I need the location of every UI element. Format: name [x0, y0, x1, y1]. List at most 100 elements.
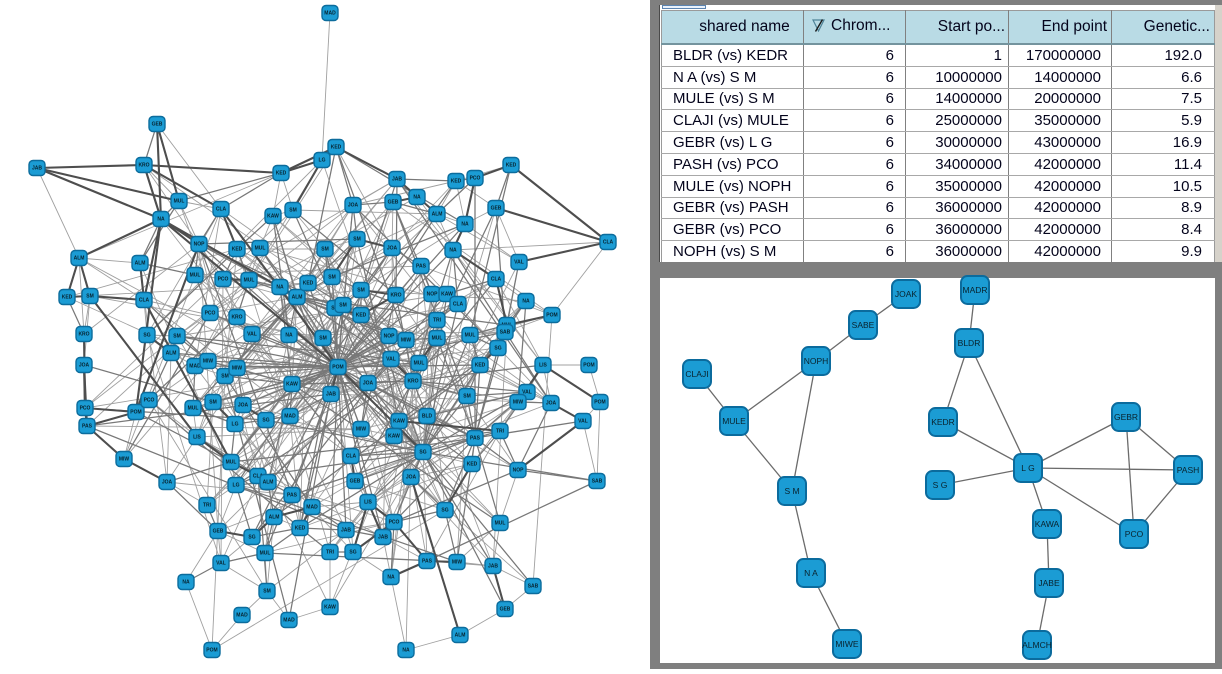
svg-text:MUL: MUL	[255, 246, 266, 252]
svg-text:MUL: MUL	[260, 551, 271, 557]
svg-text:ALM: ALM	[263, 480, 274, 486]
svg-text:SM: SM	[86, 294, 94, 300]
svg-text:SG: SG	[143, 333, 150, 339]
svg-text:MIWE: MIWE	[835, 639, 858, 649]
svg-text:MIW: MIW	[203, 359, 214, 365]
svg-text:ALM: ALM	[432, 212, 443, 218]
svg-text:MAD: MAD	[283, 618, 295, 624]
svg-text:POM: POM	[546, 313, 557, 319]
svg-text:POM: POM	[594, 400, 605, 406]
svg-text:MAD: MAD	[324, 11, 336, 17]
svg-text:VAL: VAL	[386, 357, 396, 363]
svg-text:GEB: GEB	[500, 607, 511, 613]
svg-text:SG: SG	[248, 535, 255, 541]
svg-text:MAD: MAD	[306, 505, 318, 511]
svg-text:MADR: MADR	[962, 285, 987, 295]
svg-text:NA: NA	[461, 222, 469, 228]
svg-text:SM: SM	[353, 237, 361, 243]
svg-text:MUL: MUL	[188, 406, 199, 412]
svg-text:SM: SM	[463, 394, 471, 400]
svg-text:JOAK: JOAK	[895, 289, 918, 299]
svg-text:NA: NA	[157, 217, 165, 223]
svg-text:MUL: MUL	[432, 336, 443, 342]
svg-text:MUL: MUL	[226, 460, 237, 466]
svg-text:JOA: JOA	[79, 363, 90, 369]
svg-text:MIW: MIW	[513, 400, 524, 406]
svg-text:JAB: JAB	[378, 535, 388, 541]
svg-text:MIW: MIW	[356, 427, 367, 433]
svg-text:PAS: PAS	[416, 264, 427, 270]
svg-text:GEB: GEB	[152, 122, 163, 128]
svg-text:SM: SM	[221, 374, 229, 380]
svg-text:NA: NA	[402, 648, 410, 654]
svg-text:SAB: SAB	[528, 584, 539, 590]
svg-text:PCO: PCO	[1125, 529, 1144, 539]
svg-text:PCO: PCO	[80, 406, 91, 412]
svg-text:TRI: TRI	[433, 318, 442, 324]
svg-text:GEB: GEB	[491, 206, 502, 212]
svg-text:SG: SG	[349, 550, 356, 556]
svg-text:SM: SM	[328, 275, 336, 281]
svg-text:GEB: GEB	[388, 200, 399, 206]
svg-text:NA: NA	[413, 195, 421, 201]
svg-text:ALM: ALM	[74, 256, 85, 262]
svg-text:JOA: JOA	[406, 475, 417, 481]
svg-text:SM: SM	[339, 303, 347, 309]
svg-text:SM: SM	[263, 589, 271, 595]
svg-text:PAS: PAS	[470, 436, 481, 442]
svg-text:CLA: CLA	[603, 240, 614, 246]
svg-text:CLA: CLA	[253, 474, 264, 480]
svg-text:CLA: CLA	[453, 302, 464, 308]
svg-text:BLD: BLD	[422, 414, 433, 420]
svg-text:NA: NA	[276, 285, 284, 291]
svg-text:PCO: PCO	[389, 520, 400, 526]
svg-text:CLA: CLA	[139, 298, 150, 304]
svg-text:MULE: MULE	[722, 416, 746, 426]
svg-text:SG: SG	[419, 450, 426, 456]
svg-text:GEB: GEB	[213, 529, 224, 535]
svg-text:GEBR: GEBR	[1114, 412, 1138, 422]
svg-text:KRO: KRO	[407, 379, 418, 385]
svg-text:ALM: ALM	[455, 633, 466, 639]
svg-text:LIS: LIS	[193, 435, 201, 441]
svg-text:POM: POM	[583, 363, 594, 369]
svg-text:KAW: KAW	[286, 382, 298, 388]
svg-text:JAB: JAB	[32, 166, 42, 172]
svg-text:GEB: GEB	[350, 479, 361, 485]
svg-text:PAS: PAS	[422, 559, 433, 565]
svg-text:SM: SM	[319, 336, 327, 342]
svg-text:LG: LG	[232, 422, 239, 428]
svg-text:KED: KED	[475, 363, 486, 369]
svg-text:ALMCH: ALMCH	[1022, 640, 1052, 650]
svg-text:JOA: JOA	[387, 246, 398, 252]
svg-text:KRO: KRO	[78, 332, 89, 338]
svg-text:MUL: MUL	[244, 278, 255, 284]
svg-text:KAW: KAW	[393, 419, 405, 425]
svg-text:KED: KED	[303, 281, 314, 287]
svg-text:NA: NA	[449, 248, 457, 254]
svg-text:MIW: MIW	[119, 457, 130, 463]
svg-text:SABE: SABE	[852, 320, 875, 330]
svg-text:KED: KED	[356, 313, 367, 319]
svg-text:MUL: MUL	[414, 361, 425, 367]
svg-text:TRI: TRI	[326, 550, 335, 556]
svg-text:KED: KED	[451, 179, 462, 185]
svg-text:CLA: CLA	[216, 207, 227, 213]
svg-text:KED: KED	[295, 526, 306, 532]
svg-text:NA: NA	[387, 575, 395, 581]
svg-text:KED: KED	[467, 462, 478, 468]
svg-text:BLDR: BLDR	[958, 338, 981, 348]
svg-text:KAWA: KAWA	[1035, 519, 1060, 529]
svg-text:MUL: MUL	[495, 521, 506, 527]
svg-text:JAB: JAB	[488, 564, 498, 570]
svg-text:NOPH: NOPH	[804, 356, 829, 366]
svg-text:POM: POM	[332, 365, 343, 371]
svg-text:PAS: PAS	[287, 493, 298, 499]
svg-text:VAL: VAL	[247, 332, 257, 338]
svg-text:JAB: JAB	[392, 177, 402, 183]
svg-text:VAL: VAL	[522, 390, 532, 396]
svg-text:ALM: ALM	[135, 261, 146, 267]
svg-text:KED: KED	[232, 247, 243, 253]
svg-text:CLAJI: CLAJI	[685, 369, 708, 379]
svg-text:KED: KED	[276, 171, 287, 177]
